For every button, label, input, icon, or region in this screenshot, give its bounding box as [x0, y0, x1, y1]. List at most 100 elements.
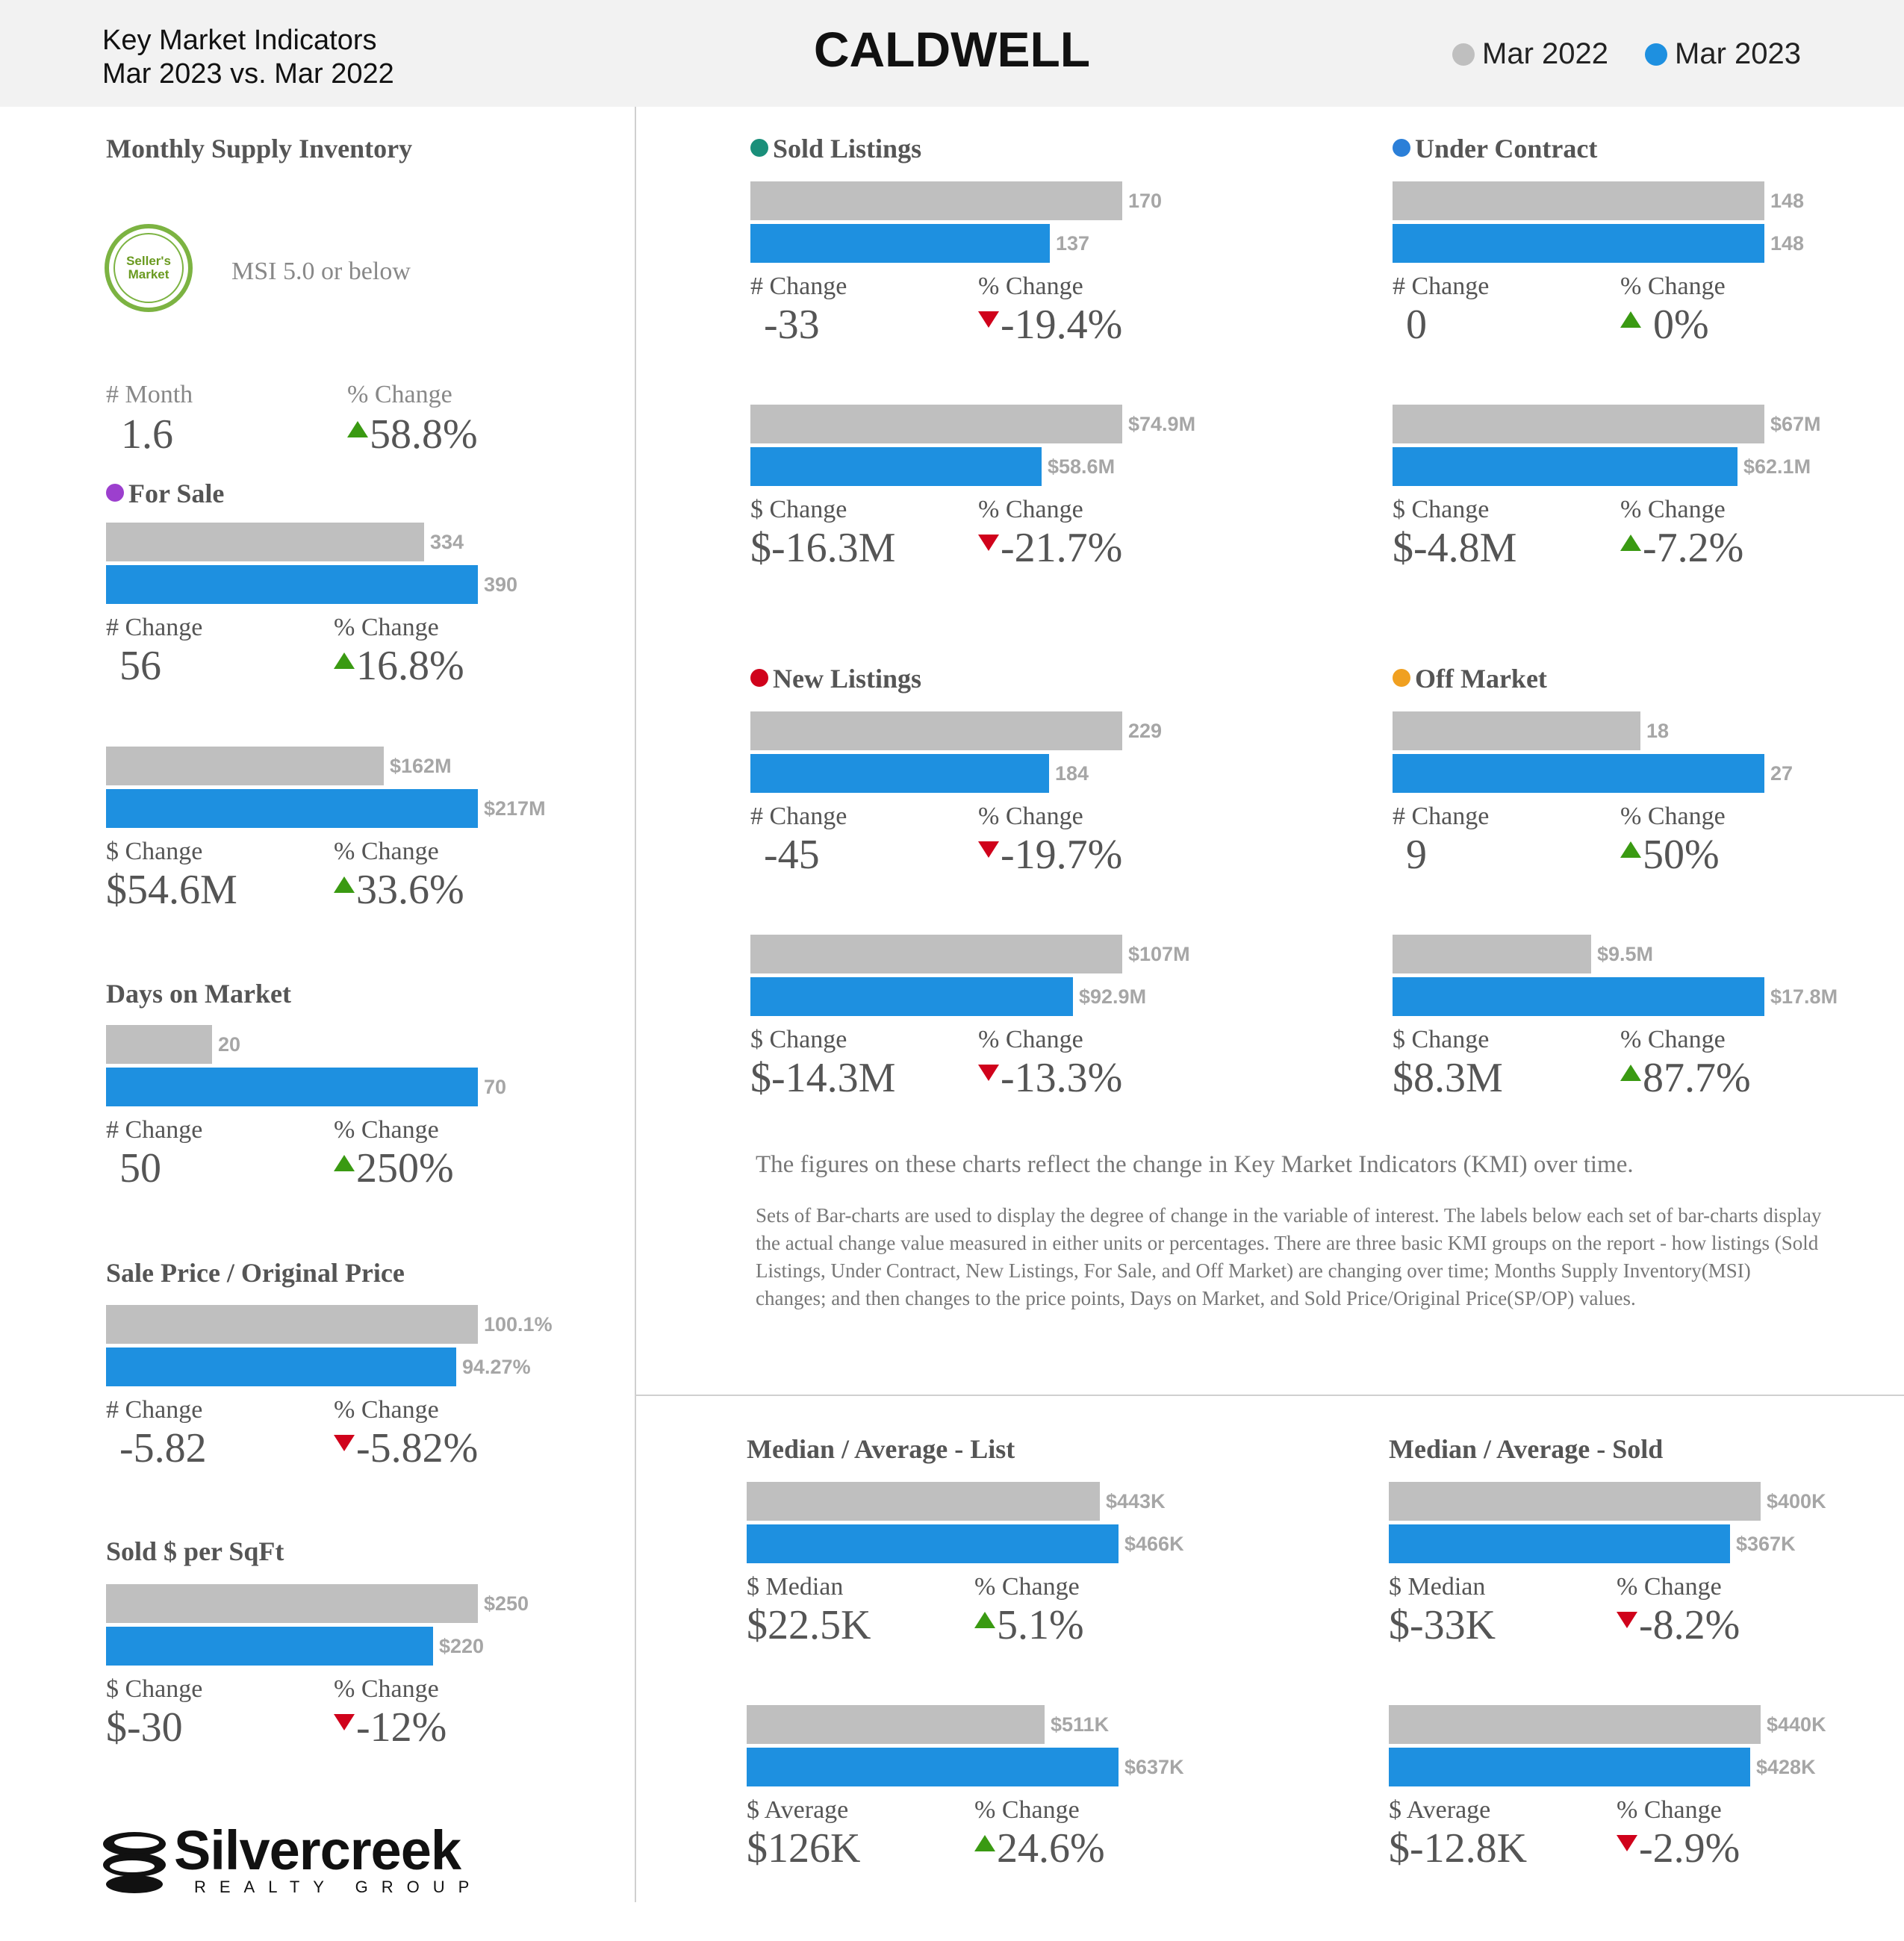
off_count-label-a: # Change [1393, 803, 1490, 830]
sold_per_sqft-value-b: -12% [334, 1704, 447, 1751]
msi-title: Monthly Supply Inventory [106, 134, 413, 163]
uc_count-value-label-2022: 148 [1770, 190, 1805, 212]
sp_op-bar-2023 [106, 1348, 456, 1386]
legend-swatch-2022 [1452, 43, 1475, 66]
for_sale_count-bar-2022 [106, 523, 424, 561]
sold_per_sqft-title-text: Sold $ per SqFt [106, 1536, 284, 1566]
new_count-label-b: % Change [978, 803, 1083, 830]
off_volume-bar-2023 [1393, 977, 1764, 1016]
list_average-label-b: % Change [974, 1796, 1080, 1824]
new_count-bar-2022 [750, 711, 1122, 750]
uc_count-value-a: 0 [1406, 302, 1427, 348]
new_volume-label-b: % Change [978, 1026, 1083, 1053]
list_median-bar-2023 [747, 1524, 1119, 1563]
logo-name: Silvercreek [174, 1819, 461, 1881]
uc_count-title-text: Under Contract [1415, 134, 1598, 163]
sold_volume-label-b: % Change [978, 496, 1083, 523]
legend-item-2023: Mar 2023 [1645, 37, 1801, 71]
sp_op-bar-2022 [106, 1305, 478, 1344]
sold_median-value-a: $-33K [1389, 1602, 1496, 1648]
logo-tagline: REALTY GROUP [194, 1878, 483, 1896]
sold_average-bar-2022 [1389, 1705, 1761, 1744]
msi-description: MSI 5.0 or below [231, 258, 411, 285]
area-title: CALDWELL [813, 22, 1091, 77]
for_sale_count-value-b-text: 16.8% [356, 643, 464, 689]
sp_op-title: Sale Price / Original Price [106, 1257, 405, 1289]
sp_op-value-a: -5.82 [119, 1425, 207, 1471]
sold_per_sqft-value-label-2022: $250 [484, 1592, 529, 1615]
list_median-value-b: 5.1% [974, 1601, 1084, 1649]
sold_median-bar-2023 [1389, 1524, 1730, 1563]
sold_average-label-b: % Change [1617, 1796, 1722, 1824]
list_median-value-b-text: 5.1% [997, 1602, 1084, 1648]
msi-value-b: 58.8% [347, 411, 478, 458]
sold_volume-value-label-2023: $58.6M [1048, 455, 1116, 478]
sold_count-label-b: % Change [978, 272, 1083, 300]
days_on_market-value-b-text: 250% [356, 1145, 454, 1191]
legend-item-2022: Mar 2022 [1452, 37, 1608, 71]
sold_per_sqft-value-label-2023: $220 [439, 1635, 485, 1657]
uc_volume-value-b: -7.2% [1620, 524, 1743, 572]
sold_count-down-arrow-icon [978, 311, 999, 328]
new_volume-value-label-2023: $92.9M [1079, 985, 1147, 1008]
sold_count-value-b: -19.4% [978, 301, 1122, 349]
days_on_market-title: Days on Market [106, 978, 291, 1009]
for_sale_count-up-arrow-icon [334, 652, 355, 669]
list_median-value-a: $22.5K [747, 1602, 871, 1648]
sold_volume-value-a: $-16.3M [750, 525, 896, 571]
uc_volume-bar-2023 [1393, 447, 1737, 486]
vertical-divider [635, 107, 636, 1902]
sold_volume-bar-2022 [750, 405, 1122, 443]
sold_count-value-a: -33 [764, 302, 820, 348]
new_volume-value-a: $-14.3M [750, 1055, 896, 1101]
off_volume-value-label-2022: $9.5M [1597, 943, 1654, 965]
new_count-dot-icon [750, 669, 768, 687]
sold_volume-label-a: $ Change [750, 496, 847, 523]
off_count-label-b: % Change [1620, 803, 1726, 830]
uc_count-bar-2023 [1393, 224, 1764, 263]
sp_op-value-b-text: -5.82% [356, 1425, 479, 1471]
new_volume-bar-2022 [750, 935, 1122, 973]
logo-mark-icon [103, 1832, 166, 1893]
sellers-market-badge-text: Seller's Market [113, 233, 184, 303]
sold_count-title: Sold Listings [750, 133, 921, 164]
list_average-up-arrow-icon [974, 1835, 995, 1851]
msi-label-b: % Change [347, 381, 452, 408]
silvercreek-logo: Silvercreek REALTY GROUP [101, 1819, 504, 1904]
list_median-title: Median / Average - List [747, 1433, 1015, 1465]
sp_op-down-arrow-icon [334, 1435, 355, 1451]
list_median-title-text: Median / Average - List [747, 1434, 1015, 1464]
new_count-title: New Listings [750, 663, 921, 694]
days_on_market-bar-2023 [106, 1068, 478, 1106]
for_sale_volume-bar-2022 [106, 747, 384, 785]
uc_count-title: Under Contract [1393, 133, 1597, 164]
sold_median-down-arrow-icon [1617, 1612, 1637, 1628]
off_volume-label-a: $ Change [1393, 1026, 1490, 1053]
new_count-value-b-text: -19.7% [1001, 832, 1123, 878]
days_on_market-value-label-2022: 20 [218, 1033, 241, 1056]
sold_count-value-b-text: -19.4% [1001, 302, 1123, 348]
new_count-value-b: -19.7% [978, 831, 1122, 879]
off_count-value-b-text: 50% [1643, 832, 1720, 878]
uc_volume-value-b-text: -7.2% [1643, 525, 1744, 571]
off_count-bar-2023 [1393, 754, 1764, 793]
off_volume-bar-2022 [1393, 935, 1591, 973]
list_median-up-arrow-icon [974, 1612, 995, 1628]
off_count-dot-icon [1393, 669, 1410, 687]
sold_count-bar-2022 [750, 181, 1122, 220]
days_on_market-value-b: 250% [334, 1144, 454, 1192]
new_volume-value-label-2022: $107M [1128, 943, 1190, 965]
sold_volume-down-arrow-icon [978, 535, 999, 551]
sp_op-value-label-2023: 94.27% [462, 1356, 531, 1378]
off_volume-value-label-2023: $17.8M [1770, 985, 1838, 1008]
sold_average-label-a: $ Average [1389, 1796, 1491, 1824]
sold_median-value-label-2023: $367K [1736, 1533, 1796, 1555]
sold_volume-value-label-2022: $74.9M [1128, 413, 1196, 435]
uc_count-value-b-text: 0% [1643, 302, 1709, 348]
uc_volume-value-label-2023: $62.1M [1743, 455, 1811, 478]
msi-value-a: 1.6 [121, 411, 173, 458]
sold_average-value-a: $-12.8K [1389, 1825, 1528, 1872]
days_on_market-value-label-2023: 70 [484, 1076, 507, 1098]
sellers-market-badge: Seller's Market [105, 224, 193, 312]
uc_count-up-arrow-icon [1620, 311, 1641, 328]
